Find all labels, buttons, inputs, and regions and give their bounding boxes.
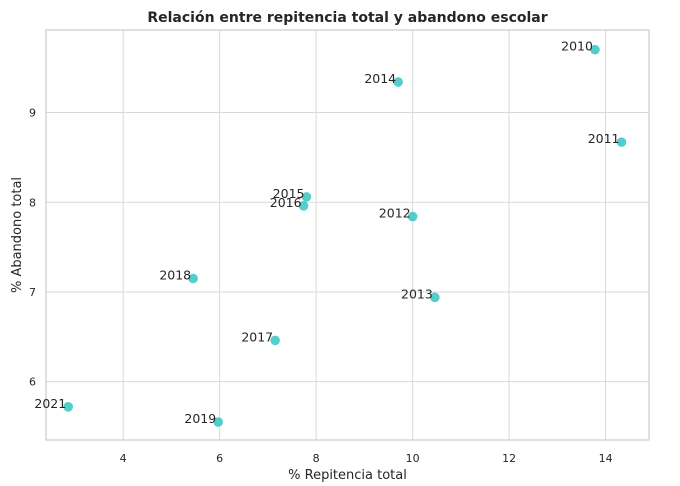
data-point (301, 192, 312, 202)
x-tick-label: 10 (406, 452, 420, 465)
x-tick-label: 8 (313, 452, 320, 465)
x-tick-label: 4 (120, 452, 127, 465)
x-tick-label: 6 (216, 452, 223, 465)
data-point (430, 292, 440, 303)
point-label: 2011 (588, 131, 620, 146)
y-tick-label: 6 (29, 376, 36, 389)
point-label: 2015 (273, 186, 305, 201)
data-points (63, 44, 627, 427)
x-tick-label: 12 (502, 452, 516, 465)
ticks: 4 6 8 10 12 14 6 7 8 9 (29, 107, 613, 465)
x-axis-label: % Repitencia total (288, 468, 407, 483)
data-point (213, 417, 224, 427)
point-label: 2012 (379, 206, 411, 221)
point-label: 2018 (159, 268, 191, 283)
x-tick-label: 14 (599, 452, 613, 465)
point-label: 2019 (184, 411, 216, 426)
y-axis-label: % Abandono total (10, 177, 25, 293)
data-point (590, 44, 600, 55)
y-tick-label: 7 (29, 286, 36, 299)
point-label: 2013 (401, 286, 433, 301)
data-point (63, 402, 73, 412)
data-point (188, 273, 198, 284)
y-tick-label: 9 (29, 107, 36, 120)
point-label: 2021 (34, 396, 66, 411)
point-label: 2017 (241, 329, 273, 344)
chart-title: Relación entre repitencia total y abando… (147, 10, 547, 26)
data-point (393, 77, 403, 87)
data-point (616, 137, 627, 147)
data-point (298, 201, 309, 211)
grid (46, 30, 649, 440)
data-point (407, 211, 418, 222)
point-label: 2014 (364, 71, 396, 86)
y-tick-label: 8 (29, 196, 36, 209)
point-label: 2010 (561, 39, 593, 54)
plot-frame (45, 29, 650, 441)
data-point (270, 335, 280, 346)
point-label: 2016 (270, 195, 302, 210)
